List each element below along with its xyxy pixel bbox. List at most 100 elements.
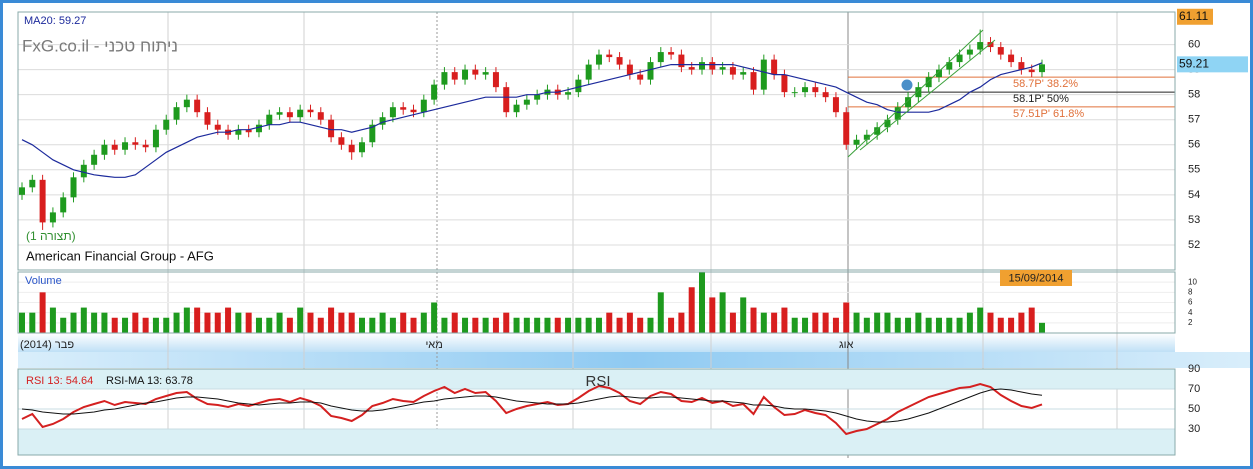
- volume-bar: [905, 317, 912, 333]
- candle-body: [832, 97, 839, 113]
- candle-body: [317, 112, 324, 120]
- candle-body: [1028, 69, 1035, 73]
- candle-body: [462, 69, 469, 80]
- volume-bar: [482, 317, 489, 333]
- candle-body: [760, 59, 767, 90]
- volume-bar: [379, 312, 386, 333]
- candle-body: [956, 54, 963, 63]
- price-box: [1177, 56, 1248, 73]
- candle-body: [791, 92, 798, 94]
- volume-bar: [781, 307, 788, 333]
- volume-bar: [884, 312, 891, 333]
- candle-body: [987, 42, 994, 48]
- volume-bar: [915, 312, 922, 333]
- candle-body: [152, 129, 159, 148]
- rsi-title: RSI: [585, 373, 610, 390]
- candle-body: [771, 59, 778, 75]
- volume-bar: [39, 292, 46, 333]
- candle-body: [843, 112, 850, 145]
- candle-body: [523, 99, 530, 105]
- candle-body: [359, 142, 365, 153]
- volume-bar: [595, 317, 602, 333]
- y-tick-label: 2: [1188, 318, 1193, 327]
- candle-body: [472, 69, 479, 75]
- candle-body: [482, 72, 489, 75]
- candle-body: [183, 99, 190, 108]
- candle-body: [266, 114, 273, 125]
- volume-bar: [565, 317, 572, 333]
- volume-bar: [894, 317, 901, 333]
- volume-bar: [204, 312, 211, 333]
- candle-body: [132, 142, 139, 145]
- volume-bar: [451, 312, 458, 333]
- rsi-legend: RSI 13: 54.64: [26, 375, 93, 387]
- candle-body: [595, 54, 602, 65]
- volume-bar: [966, 312, 973, 333]
- candle-body: [400, 107, 407, 110]
- volume-bar: [389, 317, 396, 333]
- rsi-band: [18, 369, 1175, 389]
- volume-bar: [688, 287, 695, 333]
- line: [21, 388, 1043, 423]
- candle-body: [709, 62, 716, 70]
- candle-body: [863, 134, 870, 140]
- volume-bar: [122, 317, 129, 333]
- volume-bar: [1018, 312, 1025, 333]
- candle-body: [1018, 62, 1025, 70]
- volume-bar: [1028, 307, 1035, 333]
- candle-body: [966, 49, 973, 55]
- y-tick-label: 4: [1188, 308, 1193, 317]
- candle-body: [925, 77, 932, 88]
- candle-body: [307, 109, 314, 113]
- volume-bar: [802, 317, 809, 333]
- volume-bar: [729, 312, 736, 333]
- volume-bar: [616, 317, 623, 333]
- ma-legend: MA20: 59.27: [24, 15, 86, 27]
- candle-body: [420, 99, 427, 113]
- volume-bar: [338, 312, 345, 333]
- candle-body: [935, 69, 942, 78]
- volume-bar: [554, 317, 561, 333]
- candle-body: [503, 87, 510, 113]
- volume-bar: [472, 317, 479, 333]
- volume-bar: [420, 312, 427, 333]
- candle-body: [894, 107, 901, 120]
- candle-body: [276, 112, 283, 115]
- volume-bar: [359, 317, 365, 333]
- volume-bar: [163, 317, 170, 333]
- candle-body: [606, 54, 613, 58]
- volume-bar: [266, 317, 273, 333]
- volume-bar: [111, 317, 118, 333]
- candle-body: [699, 62, 705, 70]
- volume-bar: [863, 317, 870, 333]
- candle-body: [915, 87, 922, 98]
- volume-bar: [235, 312, 242, 333]
- volume-bar: [152, 317, 159, 333]
- candle-body: [111, 144, 118, 150]
- candle-body: [60, 197, 67, 213]
- volume-bar: [214, 312, 221, 333]
- volume-bar: [987, 312, 994, 333]
- candle-body: [565, 92, 572, 95]
- volume-bar: [19, 312, 25, 333]
- volume-bar: [225, 307, 232, 333]
- candle-body: [637, 74, 644, 80]
- y-tick-label: 90: [1188, 363, 1200, 375]
- candle-body: [884, 119, 891, 128]
- trend-channel: [847, 29, 996, 158]
- volume-bar: [637, 317, 644, 333]
- candle-body: [534, 94, 541, 100]
- candle-body: [997, 47, 1004, 55]
- candle-body: [812, 87, 819, 93]
- candle-body: [173, 107, 180, 120]
- candle-body: [369, 124, 376, 143]
- volume-bar: [935, 317, 942, 333]
- candle-body: [245, 129, 252, 133]
- volume-bar: [441, 317, 448, 333]
- y-tick-label: 52: [1188, 239, 1200, 251]
- candle-body: [616, 57, 623, 65]
- volume-panel: [17, 271, 1176, 334]
- volume-bar: [513, 317, 520, 333]
